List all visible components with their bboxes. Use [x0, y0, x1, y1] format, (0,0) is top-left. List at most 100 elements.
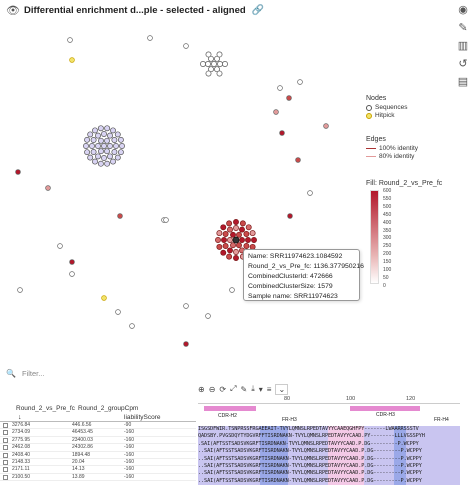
graph-node[interactable] [226, 253, 233, 260]
graph-node[interactable] [227, 226, 233, 233]
graph-node[interactable] [216, 243, 223, 250]
graph-node[interactable] [101, 143, 107, 149]
graph-node[interactable] [111, 149, 118, 155]
sequence-row[interactable]: .SAI(AFTSSTSADSVKGRFTISRDNAKN-TVYLQMNSLR… [198, 440, 460, 449]
graph-node[interactable] [129, 323, 135, 329]
column-header-cpm[interactable]: Round_2_groupCpm [78, 405, 139, 412]
sequence-row[interactable]: ..SAI(AFTSSTSADSVKGRFTISRDNAKN-TVYLQMNSL… [198, 477, 460, 485]
graph-node[interactable] [163, 217, 169, 223]
sequence-row[interactable]: ..SAI(AFTSSTSADSVKGRFTISRDNAKN-TVYLQMNSL… [198, 448, 460, 456]
graph-node[interactable] [117, 149, 124, 156]
graph-node[interactable] [222, 231, 229, 237]
graph-node[interactable] [243, 243, 250, 249]
graph-node[interactable] [221, 237, 227, 243]
graph-node[interactable] [113, 143, 119, 149]
graph-node[interactable] [89, 143, 95, 149]
sequence-row[interactable]: ..SAI(AFTSSTSADSVKGRFTISRDNAKN-TVYLQMNSL… [198, 462, 460, 471]
graph-node[interactable] [226, 220, 233, 227]
graph-node[interactable] [239, 237, 245, 243]
sequence-row[interactable]: ..SAI(AFTSSTSADSVKGRFTISRDNAKN-TVYLQMNSL… [198, 470, 460, 478]
graph-node[interactable] [183, 303, 189, 309]
table-row[interactable]: 2148.33 20.04 -160 [0, 459, 196, 467]
graph-node[interactable] [216, 230, 223, 237]
graph-node[interactable] [45, 185, 51, 191]
graph-node[interactable] [115, 309, 121, 315]
table-row[interactable]: 2408.40 1894.48 -160 [0, 452, 196, 459]
row-checkbox[interactable] [3, 459, 8, 465]
graph-node[interactable] [230, 242, 236, 249]
graph-node[interactable] [323, 123, 329, 129]
graph-node[interactable] [98, 148, 104, 155]
graph-node[interactable] [87, 154, 94, 161]
graph-node[interactable] [222, 61, 228, 67]
graph-node[interactable] [97, 125, 104, 132]
eye-icon[interactable]: ◉ [458, 3, 468, 16]
graph-node[interactable] [279, 130, 285, 136]
graph-node[interactable] [205, 313, 211, 319]
graph-node[interactable] [87, 131, 94, 138]
graph-node[interactable] [104, 125, 111, 132]
graph-node[interactable] [69, 57, 75, 63]
graph-node[interactable] [69, 271, 75, 277]
graph-node[interactable] [95, 143, 101, 149]
bar-chart-icon[interactable]: ▥ [457, 39, 469, 52]
graph-node[interactable] [243, 231, 250, 237]
graph-node[interactable] [236, 231, 242, 238]
chevron-down-icon[interactable]: ⌄ [275, 383, 289, 395]
graph-node[interactable] [183, 43, 189, 49]
graph-node[interactable] [229, 287, 235, 293]
graph-node[interactable] [107, 153, 113, 160]
graph-node[interactable] [104, 160, 111, 167]
graph-node[interactable] [216, 51, 223, 58]
graph-node[interactable] [183, 341, 189, 347]
graph-node[interactable] [15, 169, 21, 175]
graph-node[interactable] [147, 35, 153, 41]
table-row[interactable]: 2775.95 23400.03 -160 [0, 437, 196, 445]
graph-node[interactable] [215, 237, 221, 243]
link-icon[interactable]: 🔗 [251, 4, 265, 16]
graph-node[interactable] [287, 213, 293, 219]
graph-node[interactable] [83, 143, 89, 149]
refresh-icon[interactable]: ⟳ [219, 384, 227, 394]
graph-node[interactable] [251, 237, 257, 243]
graph-node[interactable] [295, 157, 301, 163]
column-header-fc[interactable]: Round_2_vs_Pre_fc [16, 405, 75, 412]
graph-node[interactable] [101, 295, 107, 301]
graph-node[interactable] [104, 137, 110, 144]
zoom-in-icon[interactable]: ⊕ [198, 384, 205, 394]
graph-node[interactable] [95, 132, 101, 139]
graph-node[interactable] [245, 224, 252, 231]
graph-node[interactable] [95, 153, 101, 160]
graph-node[interactable] [239, 226, 245, 233]
graph-node[interactable] [232, 236, 240, 244]
graph-node[interactable] [230, 231, 236, 238]
graph-node[interactable] [17, 287, 23, 293]
graph-node[interactable] [114, 154, 121, 161]
graph-node[interactable] [273, 109, 279, 115]
row-checkbox[interactable] [3, 452, 8, 458]
graph-node[interactable] [98, 137, 104, 144]
panel-icon[interactable]: ▤ [457, 75, 469, 88]
graph-node[interactable] [236, 242, 242, 249]
graph-node[interactable] [205, 51, 212, 58]
graph-node[interactable] [67, 37, 73, 43]
graph-node[interactable] [101, 131, 107, 137]
network-graph[interactable] [0, 20, 362, 360]
graph-node[interactable] [211, 61, 217, 67]
sequence-row[interactable]: QADSBY.PVGSDQYTYDGVRFFTISRDNAKN-TVYLQMNS… [198, 433, 460, 441]
graph-node[interactable] [111, 137, 118, 143]
eye-icon[interactable]: 👁 [6, 4, 20, 17]
graph-node[interactable] [90, 149, 97, 155]
graph-node[interactable] [245, 237, 251, 243]
sequence-row[interactable]: ISGSDFWIR.TSNPRSSFRGAEEAIT-TVYLQMNSLRPED… [198, 426, 460, 434]
graph-node[interactable] [233, 225, 239, 231]
table-row[interactable]: 2734.09 46453.45 -160 [0, 429, 196, 437]
graph-node[interactable] [92, 127, 98, 134]
graph-node[interactable] [208, 55, 214, 62]
graph-node[interactable] [233, 255, 239, 261]
graph-node[interactable] [92, 158, 98, 165]
graph-node[interactable] [114, 131, 121, 138]
graph-node[interactable] [69, 259, 75, 265]
table-row[interactable]: 3276.84 446.6.56 -90 [0, 422, 196, 430]
graph-node[interactable] [97, 160, 104, 167]
